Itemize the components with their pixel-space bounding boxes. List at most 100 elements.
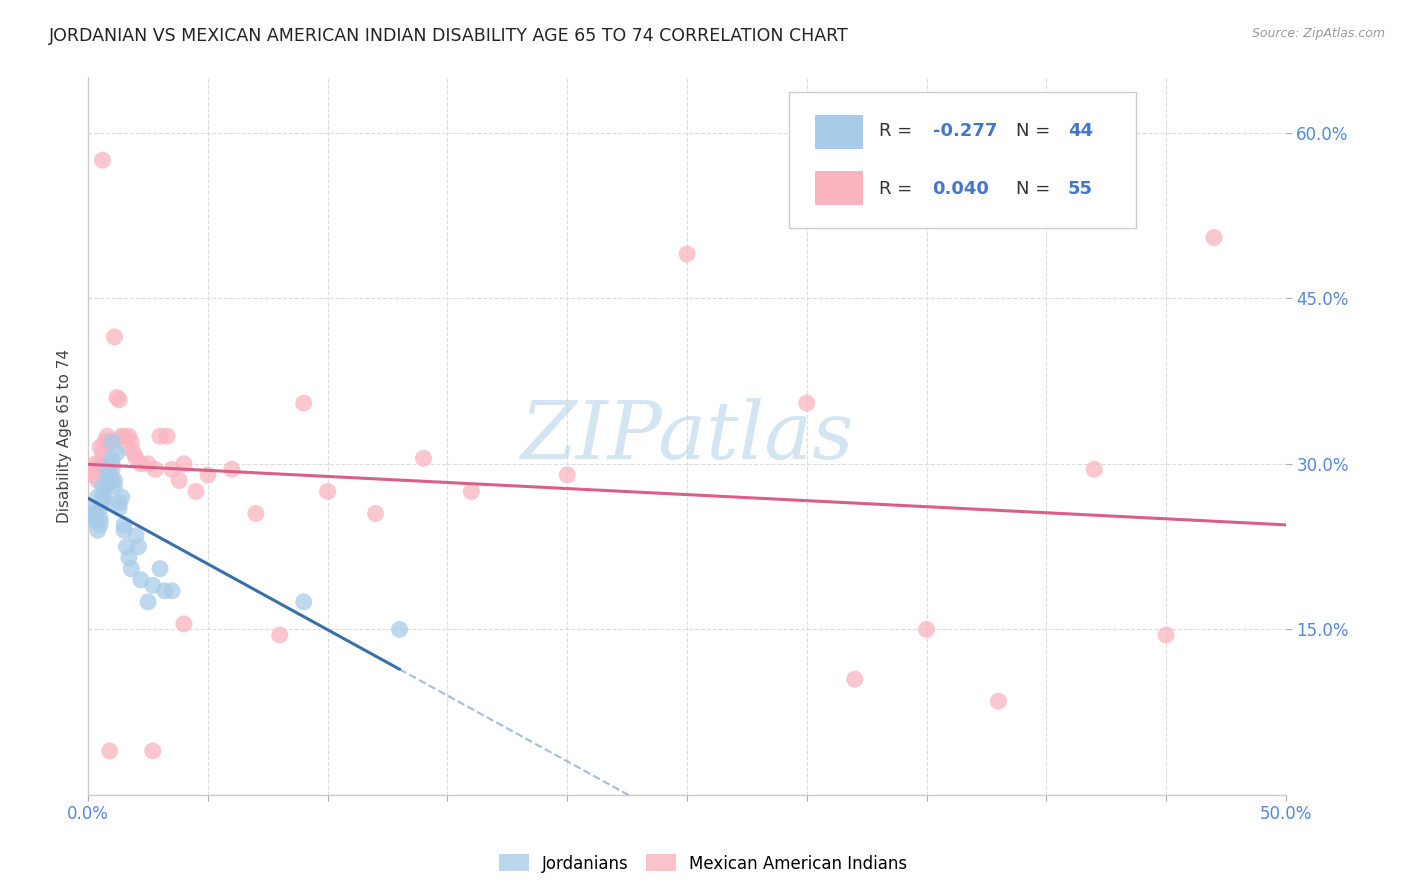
Point [108, 495, 131, 509]
Point [136, 457, 159, 471]
Point [149, 562, 172, 576]
Point [292, 396, 315, 410]
Point [91, 446, 114, 460]
Point [142, 744, 165, 758]
Point [245, 507, 267, 521]
Text: R =: R = [879, 122, 918, 140]
Point [111, 429, 134, 443]
Point [101, 451, 124, 466]
Point [108, 501, 131, 516]
Point [98, 434, 121, 449]
Point [160, 583, 183, 598]
FancyBboxPatch shape [789, 92, 1136, 228]
Point [84, 512, 107, 526]
Point [143, 462, 166, 476]
Point [94, 457, 117, 471]
Point [153, 583, 176, 598]
Point [87, 523, 110, 537]
Point [101, 462, 124, 476]
Point [112, 429, 135, 443]
Point [156, 429, 179, 443]
Point [94, 495, 117, 509]
Point [91, 490, 114, 504]
Point [84, 507, 107, 521]
Text: 44: 44 [1069, 122, 1092, 140]
Point [844, 672, 866, 686]
Point [221, 462, 243, 476]
Point [125, 451, 148, 466]
Point [89, 517, 111, 532]
Point [87, 490, 110, 504]
Text: ZIPatlas: ZIPatlas [520, 398, 853, 475]
Y-axis label: Disability Age 65 to 74: Disability Age 65 to 74 [58, 350, 72, 524]
Point [84, 457, 107, 471]
Point [87, 474, 110, 488]
Point [96, 429, 118, 443]
Point [112, 517, 135, 532]
Point [89, 512, 111, 526]
Point [103, 330, 125, 344]
Point [115, 440, 138, 454]
Point [98, 744, 121, 758]
Point [149, 429, 172, 443]
Point [82, 467, 104, 482]
Point [676, 247, 699, 261]
Point [91, 153, 114, 168]
Legend: Jordanians, Mexican American Indians: Jordanians, Mexican American Indians [492, 847, 914, 880]
FancyBboxPatch shape [815, 170, 863, 205]
Text: R =: R = [879, 179, 918, 198]
Text: Source: ZipAtlas.com: Source: ZipAtlas.com [1251, 27, 1385, 40]
Point [129, 457, 152, 471]
Point [103, 479, 125, 493]
Text: 0.040: 0.040 [932, 179, 990, 198]
Point [987, 694, 1010, 708]
Point [108, 392, 131, 407]
Point [115, 540, 138, 554]
Point [388, 623, 411, 637]
Point [91, 495, 114, 509]
Point [197, 467, 219, 482]
Point [96, 474, 118, 488]
Point [127, 540, 149, 554]
Point [120, 562, 142, 576]
Point [1202, 230, 1225, 244]
Point [94, 434, 117, 449]
Point [1154, 628, 1177, 642]
Point [555, 467, 578, 482]
Text: JORDANIAN VS MEXICAN AMERICAN INDIAN DISABILITY AGE 65 TO 74 CORRELATION CHART: JORDANIAN VS MEXICAN AMERICAN INDIAN DIS… [49, 27, 849, 45]
Text: 55: 55 [1069, 179, 1092, 198]
Point [91, 479, 114, 493]
Point [79, 462, 101, 476]
Point [142, 578, 165, 592]
Point [136, 595, 159, 609]
Point [796, 396, 818, 410]
Text: N =: N = [1017, 122, 1056, 140]
Point [316, 484, 339, 499]
Point [103, 474, 125, 488]
Point [96, 467, 118, 482]
Point [412, 451, 434, 466]
Point [82, 501, 104, 516]
FancyBboxPatch shape [815, 115, 863, 149]
Text: -0.277: -0.277 [932, 122, 997, 140]
Point [89, 457, 111, 471]
Point [167, 474, 190, 488]
Point [184, 484, 207, 499]
Point [105, 446, 128, 460]
Point [173, 457, 195, 471]
Point [118, 429, 141, 443]
Point [269, 628, 291, 642]
Point [122, 446, 145, 460]
Point [111, 490, 134, 504]
Point [1083, 462, 1105, 476]
Point [101, 434, 124, 449]
Point [118, 550, 141, 565]
Point [129, 573, 152, 587]
Point [364, 507, 387, 521]
Point [98, 467, 121, 482]
Point [94, 490, 117, 504]
Point [101, 457, 124, 471]
Point [105, 391, 128, 405]
Point [101, 474, 124, 488]
Point [98, 474, 121, 488]
